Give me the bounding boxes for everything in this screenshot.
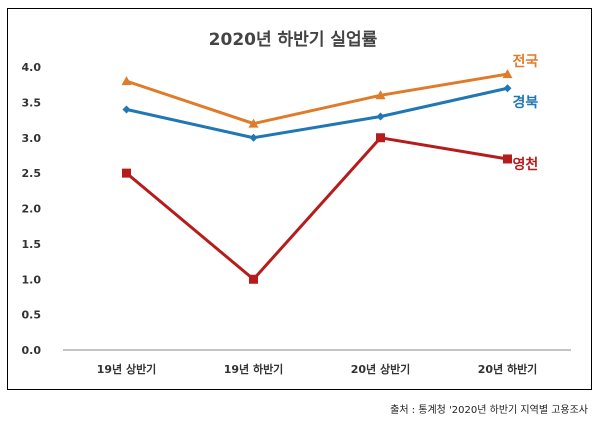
y-tick-label: 3.5: [22, 96, 42, 109]
y-tick-label: 2.0: [22, 203, 42, 216]
x-axis-ticks: 19년 상반기 19년 하반기 20년 상반기 20년 하반기: [97, 362, 538, 376]
data-point: [122, 168, 131, 178]
y-axis-ticks: 0.0 0.5 1.0 1.5 2.0 2.5 3.0 3.5 4.0: [22, 61, 42, 357]
source-note: 출처 : 통계청 '2020년 하반기 지역별 고용조사: [390, 405, 588, 416]
data-point: [249, 133, 258, 142]
series-layer: [121, 69, 513, 284]
line-chart: 2020년 하반기 실업률 0.0 0.5 1.0 1.5 2.0 2.5 3.0 3.5 4.…: [22, 30, 571, 376]
data-point: [375, 90, 386, 100]
data-point: [376, 133, 385, 143]
series-line-1: [126, 86, 508, 140]
series-line-2: [125, 136, 508, 281]
data-point: [122, 105, 131, 114]
y-tick-label: 3.0: [22, 132, 42, 145]
y-tick-label: 2.5: [22, 167, 42, 180]
data-point: [502, 69, 513, 79]
chart-frame: 2020년 하반기 실업률 0.0 0.5 1.0 1.5 2.0 2.5 3.0 3.5 4.…: [7, 8, 592, 390]
data-point: [503, 154, 512, 164]
data-point: [503, 84, 512, 93]
x-tick-label: 19년 하반기: [224, 362, 284, 376]
data-point: [376, 112, 385, 121]
data-point: [249, 274, 258, 284]
y-tick-label: 1.0: [22, 273, 42, 286]
chart-title: 2020년 하반기 실업률: [209, 30, 378, 50]
data-point: [121, 76, 132, 86]
x-tick-label: 20년 하반기: [478, 362, 538, 376]
series-label: 전국: [513, 53, 539, 70]
y-tick-label: 4.0: [22, 61, 42, 74]
y-tick-label: 0.0: [22, 344, 42, 357]
y-tick-label: 1.5: [22, 238, 42, 251]
series-label: 경북: [513, 94, 539, 111]
x-tick-label: 19년 상반기: [97, 362, 157, 376]
y-tick-label: 0.5: [22, 309, 42, 322]
series-line-0: [126, 72, 508, 126]
x-tick-label: 20년 상반기: [351, 362, 411, 376]
series-label: 영천: [513, 156, 539, 173]
data-point: [248, 118, 259, 128]
